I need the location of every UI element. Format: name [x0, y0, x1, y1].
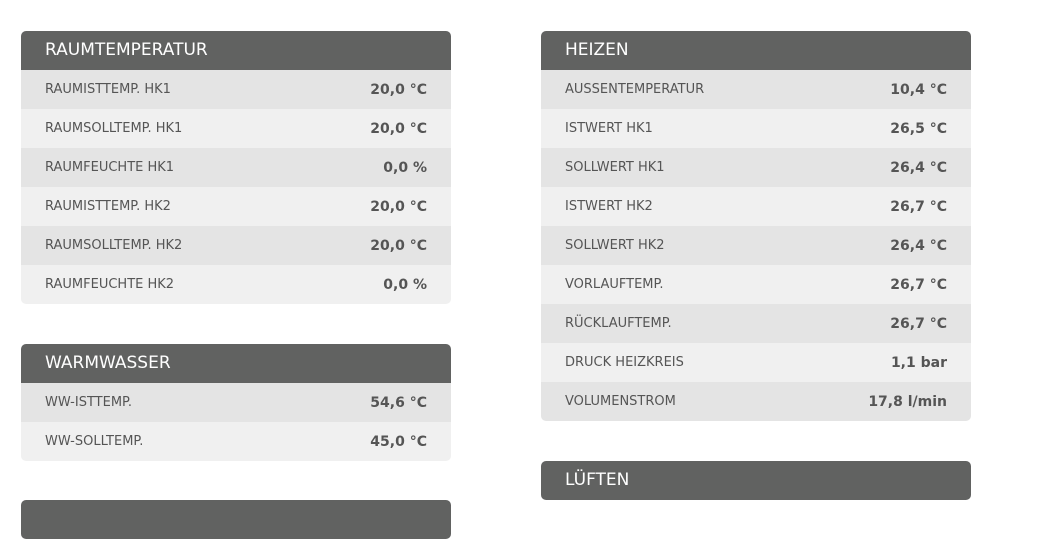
- row-value: 26,4 °C: [890, 159, 947, 176]
- data-row: ISTWERT HK2 26,7 °C: [541, 187, 971, 226]
- row-label: VOLUMENSTROM: [565, 394, 676, 409]
- data-row: WW-ISTTEMP. 54,6 °C: [21, 383, 451, 422]
- row-label: AUSSENTEMPERATUR: [565, 82, 705, 97]
- data-row: RAUMFEUCHTE HK2 0,0 %: [21, 265, 451, 304]
- row-label: WW-ISTTEMP.: [45, 395, 132, 410]
- row-value: 26,7 °C: [890, 276, 947, 293]
- row-label: RAUMSOLLTEMP. HK2: [45, 238, 183, 253]
- panel-next: [21, 500, 451, 539]
- row-value: 17,8 l/min: [868, 393, 947, 410]
- panel-lueften: LÜFTEN: [541, 461, 971, 500]
- data-row: SOLLWERT HK2 26,4 °C: [541, 226, 971, 265]
- row-value: 10,4 °C: [890, 81, 947, 98]
- panel-header: [21, 500, 451, 539]
- data-row: RAUMSOLLTEMP. HK1 20,0 °C: [21, 109, 451, 148]
- data-row: VORLAUFTEMP. 26,7 °C: [541, 265, 971, 304]
- data-row: SOLLWERT HK1 26,4 °C: [541, 148, 971, 187]
- data-row: WW-SOLLTEMP. 45,0 °C: [21, 422, 451, 461]
- row-label: RAUMSOLLTEMP. HK1: [45, 121, 183, 136]
- panel-heizen: HEIZEN AUSSENTEMPERATUR 10,4 °C ISTWERT HK…: [541, 31, 971, 421]
- row-value: 54,6 °C: [370, 394, 427, 411]
- row-label: VORLAUFTEMP.: [565, 277, 664, 292]
- row-value: 1,1 bar: [890, 354, 947, 371]
- rows: WW-ISTTEMP. 54,6 °C WW-SOLLTEMP. 45,0 °C: [21, 383, 451, 461]
- panel-title: RAUMTEMPERATUR: [21, 31, 451, 70]
- data-row: RAUMISTTEMP. HK2 20,0 °C: [21, 187, 451, 226]
- row-value: 20,0 °C: [370, 120, 427, 137]
- row-label: RAUMISTTEMP. HK2: [45, 199, 171, 214]
- rows: RAUMISTTEMP. HK1 20,0 °C RAUMSOLLTEMP. HK1…: [21, 70, 451, 304]
- data-row: ISTWERT HK1 26,5 °C: [541, 109, 971, 148]
- panel-title: HEIZEN: [541, 31, 971, 70]
- row-label: SOLLWERT HK2: [565, 238, 665, 253]
- rows: AUSSENTEMPERATUR 10,4 °C ISTWERT HK1 26,5 °…: [541, 70, 971, 421]
- row-value: 26,5 °C: [890, 120, 947, 137]
- row-value: 0,0 %: [383, 159, 427, 176]
- row-value: 45,0 °C: [370, 433, 427, 450]
- row-label: ISTWERT HK1: [565, 121, 653, 136]
- row-value: 26,7 °C: [890, 198, 947, 215]
- data-row: RÜCKLAUFTEMP. 26,7 °C: [541, 304, 971, 343]
- panel-title: LÜFTEN: [541, 461, 971, 500]
- row-label: RAUMFEUCHTE HK1: [45, 160, 175, 175]
- row-value: 20,0 °C: [370, 198, 427, 215]
- row-label: ISTWERT HK2: [565, 199, 653, 214]
- row-label: RÜCKLAUFTEMP.: [565, 316, 672, 331]
- panel-title: WARMWASSER: [21, 344, 451, 383]
- panel-warmwasser: WARMWASSER WW-ISTTEMP. 54,6 °C WW-SOLLTEMP…: [21, 344, 451, 461]
- data-row: DRUCK HEIZKREIS 1,1 bar: [541, 343, 971, 382]
- data-row: RAUMFEUCHTE HK1 0,0 %: [21, 148, 451, 187]
- row-label: WW-SOLLTEMP.: [45, 434, 144, 449]
- data-row: RAUMISTTEMP. HK1 20,0 °C: [21, 70, 451, 109]
- panel-raumtemperatur: RAUMTEMPERATUR RAUMISTTEMP. HK1 20,0 °C RA…: [21, 31, 451, 304]
- row-label: RAUMFEUCHTE HK2: [45, 277, 175, 292]
- data-row: VOLUMENSTROM 17,8 l/min: [541, 382, 971, 421]
- row-value: 26,4 °C: [890, 237, 947, 254]
- row-label: RAUMISTTEMP. HK1: [45, 82, 171, 97]
- row-value: 0,0 %: [383, 276, 427, 293]
- row-value: 20,0 °C: [370, 81, 427, 98]
- row-value: 20,0 °C: [370, 237, 427, 254]
- row-label: SOLLWERT HK1: [565, 160, 665, 175]
- row-value: 26,7 °C: [890, 315, 947, 332]
- row-label: DRUCK HEIZKREIS: [565, 355, 684, 370]
- data-row: RAUMSOLLTEMP. HK2 20,0 °C: [21, 226, 451, 265]
- data-row: AUSSENTEMPERATUR 10,4 °C: [541, 70, 971, 109]
